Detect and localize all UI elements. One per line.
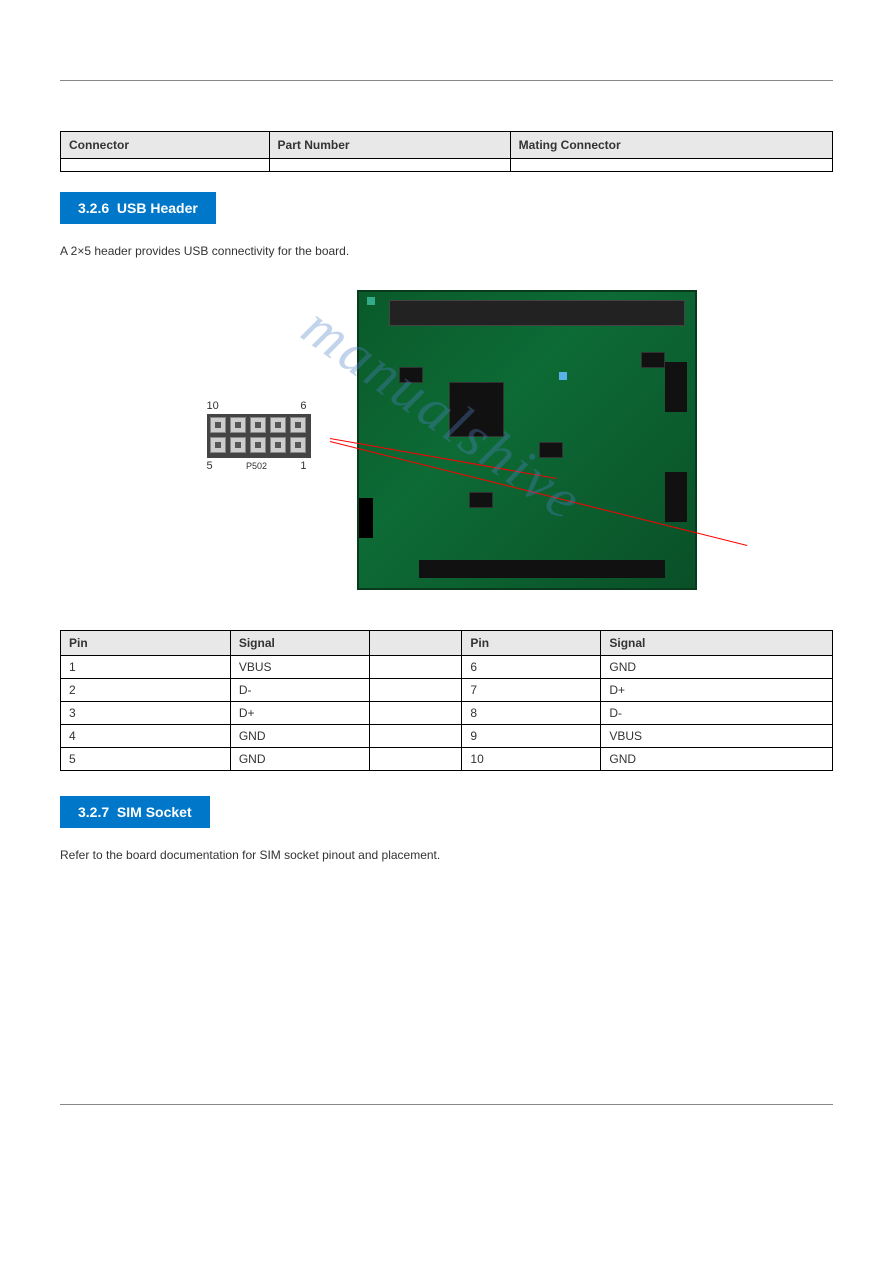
figure-area: 10 6 5 P502 1 — [60, 280, 833, 600]
table-row: 5 GND 10 GND — [61, 748, 833, 771]
table-row: 3 D+ 8 D- — [61, 702, 833, 725]
table-row — [61, 159, 833, 172]
sim-desc: Refer to the board documentation for SIM… — [60, 846, 833, 864]
th-signal-b: Signal — [601, 631, 833, 656]
usb-desc: A 2×5 header provides USB connectivity f… — [60, 242, 833, 260]
page: manualshive Connector Part Number Mating… — [60, 40, 833, 1113]
header-divider — [60, 80, 833, 81]
section-heading-usb: 3.2.6 USB Header — [60, 192, 216, 224]
pin-box — [207, 414, 311, 458]
pin-diagram: 10 6 5 P502 1 — [197, 400, 327, 480]
section-heading-sim: 3.2.7 SIM Socket — [60, 796, 210, 828]
th-pin-b: Pin — [462, 631, 601, 656]
header-area — [60, 40, 833, 80]
th-connector: Connector — [61, 132, 270, 159]
th-signal-a: Signal — [230, 631, 369, 656]
table-row: 4 GND 9 VBUS — [61, 725, 833, 748]
th-blank — [369, 631, 462, 656]
table-row: 2 D- 7 D+ — [61, 679, 833, 702]
th-mating: Mating Connector — [510, 132, 832, 159]
connector-table: Connector Part Number Mating Connector — [60, 131, 833, 172]
board-photo — [357, 290, 697, 590]
th-pin-a: Pin — [61, 631, 231, 656]
pin-table: Pin Signal Pin Signal 1 VBUS 6 GND 2 D- … — [60, 630, 833, 771]
footer-divider — [60, 1104, 833, 1105]
table-row: 1 VBUS 6 GND — [61, 656, 833, 679]
th-partno: Part Number — [269, 132, 510, 159]
